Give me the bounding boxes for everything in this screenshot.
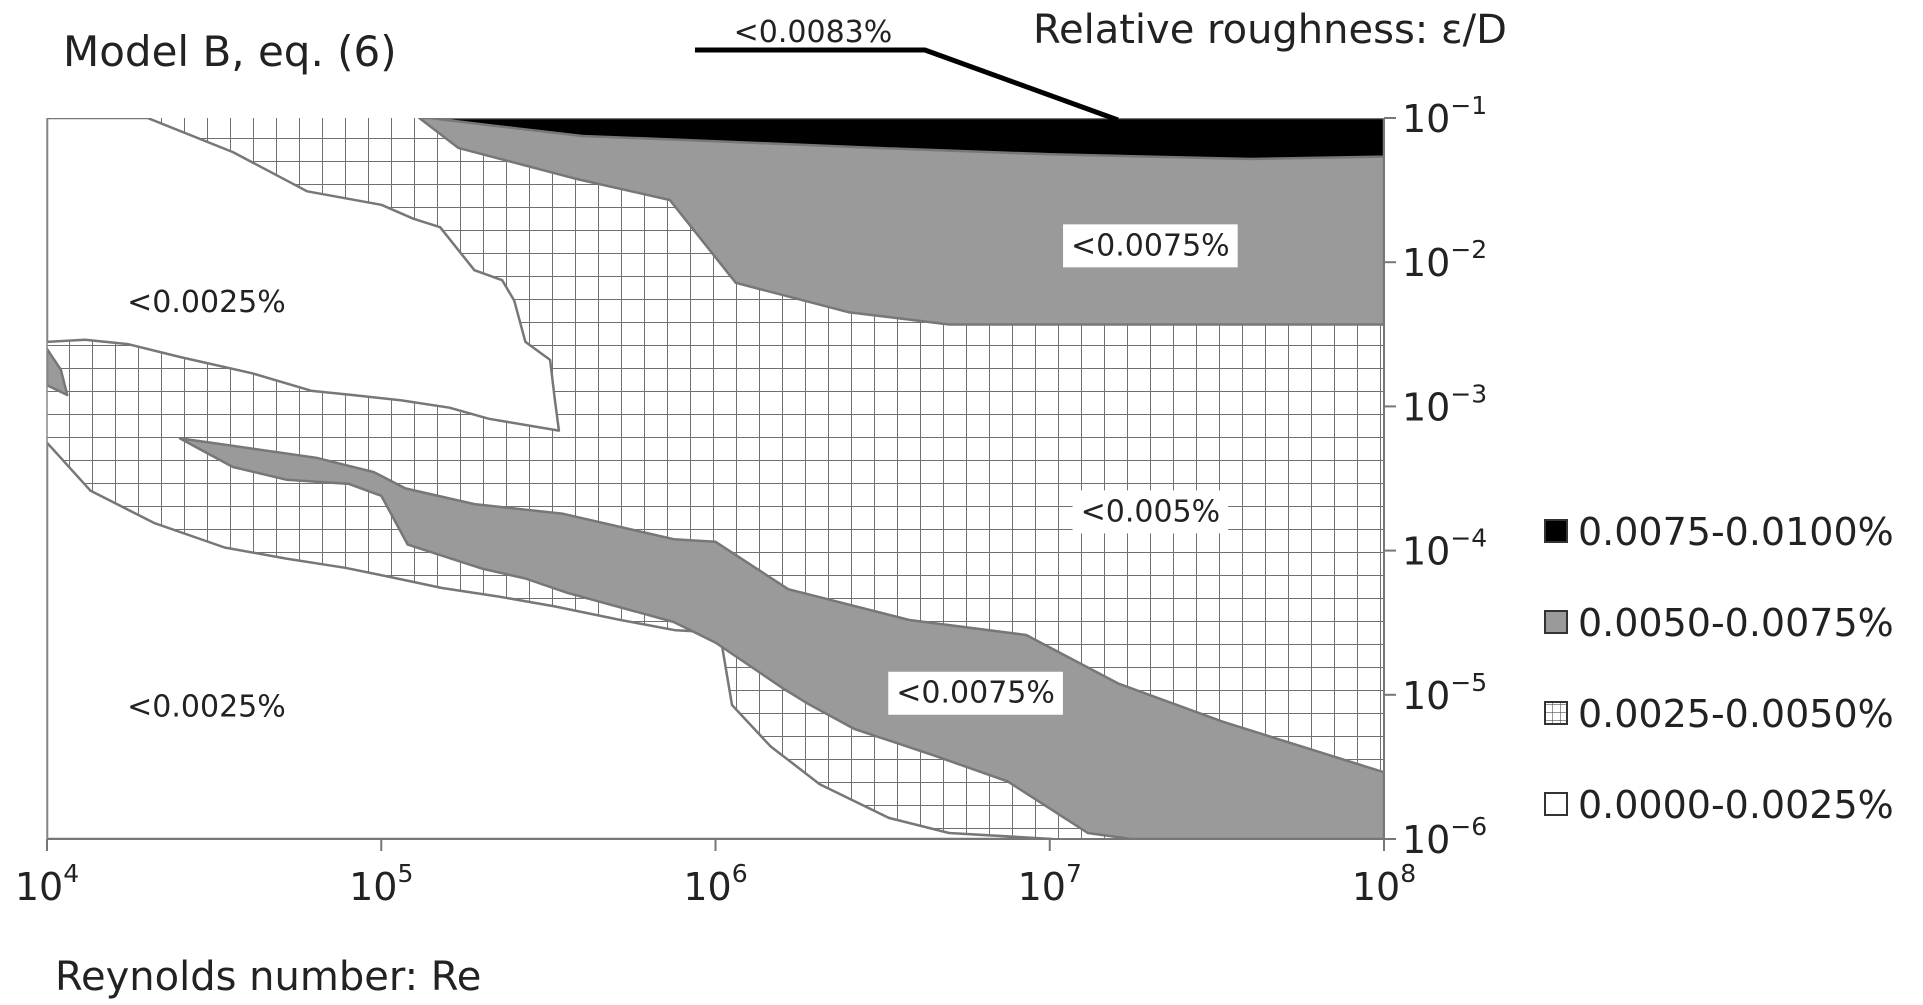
x-tick-label: 104 — [15, 859, 79, 909]
legend-swatch-white — [1544, 792, 1568, 816]
y-tick-label: 10−4 — [1402, 524, 1487, 574]
legend-label: 0.0050-0.0075% — [1578, 601, 1894, 645]
annotation-label-background — [888, 671, 1063, 715]
region-upper-left-below-0.0025 — [47, 118, 561, 432]
annotation-label: <0.0025% — [127, 690, 286, 725]
annotation-leader-line — [694, 47, 1119, 123]
region-top-0.0075-0.0100 — [428, 118, 1384, 161]
annotation-label: <0.0025% — [127, 285, 286, 320]
legend-swatch-grid — [1544, 701, 1568, 725]
legend-label: 0.0000-0.0025% — [1578, 783, 1894, 827]
legend-label: 0.0075-0.0100% — [1578, 510, 1894, 554]
y-ticks: 10−1 10−2 10−3 10−4 10−5 10−6 — [1384, 91, 1487, 862]
x-axis-label: Reynolds number: Re — [55, 954, 481, 1000]
y-tick-label: 10−3 — [1402, 379, 1487, 429]
y-tick-label: 10−1 — [1402, 91, 1487, 141]
annotation-label-background — [1063, 224, 1238, 268]
region-lower-left-below-0.0025 — [47, 441, 1054, 839]
plot-regions — [47, 118, 1384, 839]
annotation-label: <0.0075% — [1071, 228, 1230, 263]
x-tick-label: 107 — [1018, 859, 1082, 909]
region-top-band-0.0050-0.0075 — [418, 118, 1384, 326]
chart-title: Model B, eq. (6) — [63, 27, 397, 76]
y-tick-label: 10−2 — [1402, 235, 1487, 285]
annotation-label-background — [119, 280, 294, 324]
x-tick-label: 105 — [349, 859, 413, 909]
annotation-label: <0.0075% — [896, 676, 1055, 711]
y-tick-label: 10−6 — [1402, 812, 1487, 862]
region-diagonal-band-0.0050-0.0075 — [178, 437, 1384, 839]
annotation-label-background — [1072, 490, 1229, 534]
region-left-edge-0.0050-0.0075 — [47, 347, 69, 397]
y-tick-label: 10−5 — [1402, 668, 1487, 718]
legend-swatch-black — [1544, 519, 1568, 543]
y-axis-label: Relative roughness: ε/D — [1033, 7, 1507, 53]
annotation-label: <0.0083% — [734, 15, 893, 50]
x-tick-label: 106 — [683, 859, 747, 909]
annotation-label-background — [119, 685, 294, 729]
x-tick-label: 108 — [1352, 859, 1416, 909]
legend: 0.0075-0.0100% 0.0050-0.0075% 0.0025-0.005… — [1544, 510, 1894, 827]
annotation-label: <0.005% — [1081, 494, 1221, 529]
legend-label: 0.0025-0.0050% — [1578, 692, 1894, 736]
annotations: <0.0083% <0.0075% <0.0025% <0.005% <0.0075% <… — [119, 15, 1238, 729]
legend-swatch-gray — [1544, 610, 1568, 634]
x-ticks: 104 105 106 107 108 — [15, 839, 1416, 909]
